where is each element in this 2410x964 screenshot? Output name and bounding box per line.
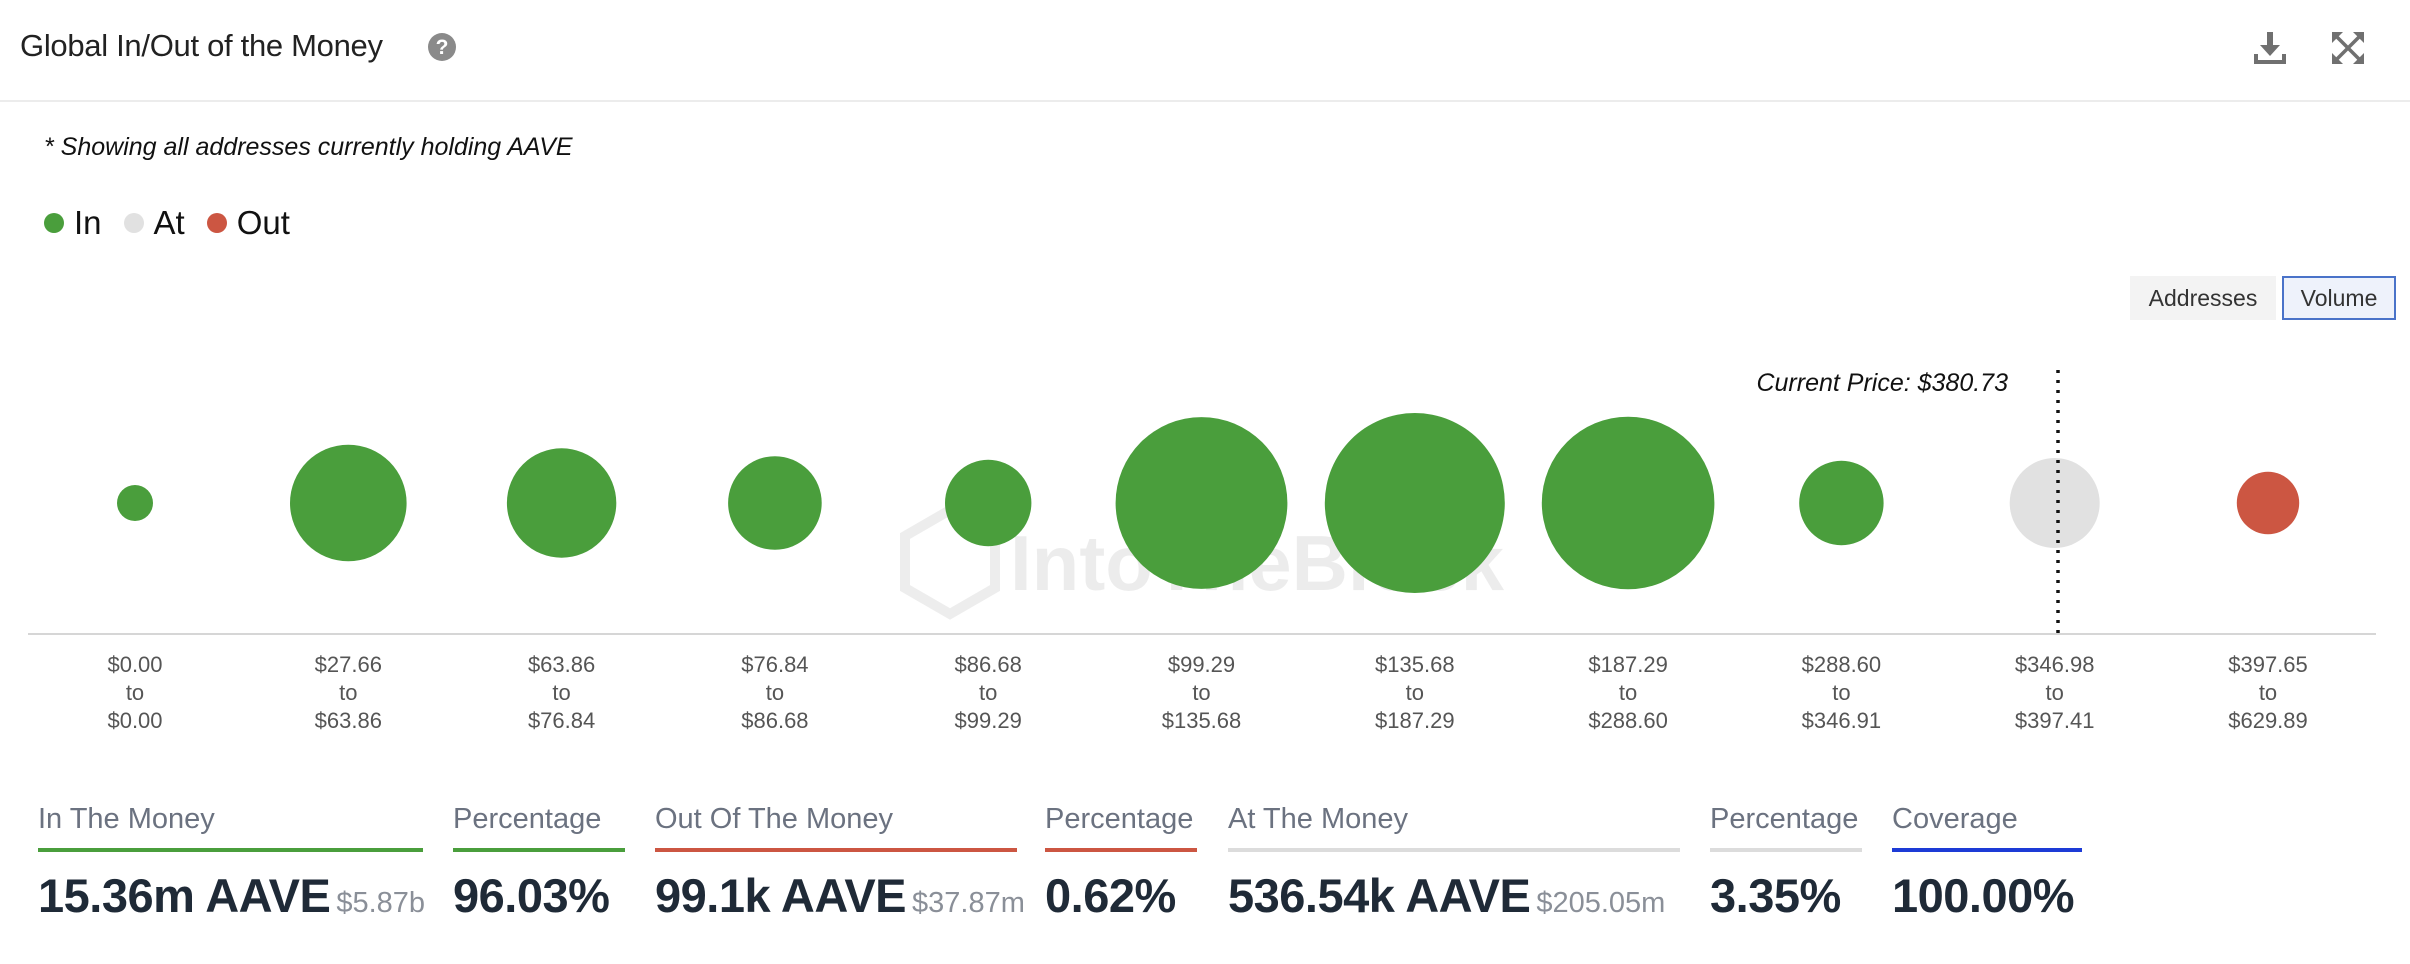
x-tick-label: $346.91 bbox=[1802, 708, 1882, 733]
x-tick-label: $288.60 bbox=[1802, 652, 1882, 677]
x-tick-label: to bbox=[2259, 680, 2277, 705]
legend-item-at[interactable]: At bbox=[123, 204, 185, 242]
x-tick-label: $0.00 bbox=[107, 652, 162, 677]
stat-value: 96.03% bbox=[453, 869, 610, 922]
x-tick-label: $187.29 bbox=[1588, 652, 1668, 677]
bubble-0 bbox=[117, 485, 153, 521]
legend-item-in[interactable]: In bbox=[44, 204, 102, 242]
legend: In At Out bbox=[44, 204, 312, 242]
stat-label: Percentage bbox=[1710, 803, 1859, 835]
chart-header: Global In/Out of the Money ? bbox=[0, 0, 2410, 102]
x-tick-label: $63.86 bbox=[528, 652, 595, 677]
stat-percentage: Percentage 3.35% bbox=[1710, 800, 1862, 923]
stat-underline bbox=[1228, 848, 1680, 852]
stat-underline bbox=[655, 848, 1017, 852]
stat-value: 0.62% bbox=[1045, 869, 1176, 922]
stat-usd-value: $205.05m bbox=[1536, 887, 1666, 919]
stat-label: In The Money bbox=[38, 803, 215, 835]
legend-label-at: At bbox=[153, 204, 185, 241]
x-tick-label: $397.65 bbox=[2228, 652, 2308, 677]
expand-icon[interactable] bbox=[2328, 28, 2368, 68]
x-tick-label: $135.68 bbox=[1162, 708, 1242, 733]
stat-coverage: Coverage 100.00% bbox=[1892, 800, 2082, 923]
stat-usd-value: $37.87m bbox=[912, 887, 1025, 919]
stat-underline bbox=[1710, 848, 1862, 852]
x-tick-label: $27.66 bbox=[315, 652, 382, 677]
x-tick-label: to bbox=[2046, 680, 2064, 705]
stat-label: Percentage bbox=[453, 803, 602, 835]
x-tick-label: $135.68 bbox=[1375, 652, 1455, 677]
stat-label: At The Money bbox=[1228, 803, 1409, 835]
x-tick-label: $86.68 bbox=[955, 652, 1022, 677]
x-tick-label: to bbox=[1832, 680, 1850, 705]
chart-title: Global In/Out of the Money bbox=[20, 28, 383, 63]
stat-underline bbox=[38, 848, 423, 852]
x-tick-label: $629.89 bbox=[2228, 708, 2308, 733]
current-price-label: Current Price: $380.73 bbox=[1756, 369, 2008, 397]
bubble-1 bbox=[290, 444, 407, 562]
stat-percentage: Percentage 0.62% bbox=[1045, 800, 1197, 923]
stat-usd-value: $5.87b bbox=[336, 887, 426, 919]
stat-in-the-money: In The Money 15.36m AAVE $5.87b bbox=[38, 800, 425, 923]
stat-underline bbox=[1892, 848, 2082, 852]
x-tick-label: $76.84 bbox=[528, 708, 595, 733]
bubble-9 bbox=[2009, 458, 2100, 548]
x-tick-label: $187.29 bbox=[1375, 708, 1455, 733]
x-tick-label: $86.68 bbox=[741, 708, 808, 733]
stat-value: 100.00% bbox=[1892, 869, 2075, 922]
x-tick-label: $397.41 bbox=[2015, 708, 2095, 733]
x-tick-label: $288.60 bbox=[1588, 708, 1668, 733]
bubble-3 bbox=[728, 456, 822, 550]
bubble-6 bbox=[1324, 413, 1505, 593]
legend-label-in: In bbox=[74, 204, 102, 241]
stat-at-the-money: At The Money 536.54k AAVE $205.05m bbox=[1228, 800, 1680, 923]
stat-value: 99.1k AAVE $37.87m bbox=[655, 869, 1025, 922]
bubble-5 bbox=[1115, 417, 1288, 589]
stat-label: Percentage bbox=[1045, 803, 1194, 835]
x-tick-label: $346.98 bbox=[2015, 652, 2095, 677]
bubble-2 bbox=[506, 448, 617, 558]
stat-value: 15.36m AAVE $5.87b bbox=[38, 869, 426, 922]
stat-label: Out Of The Money bbox=[655, 803, 894, 835]
stat-percentage: Percentage 96.03% bbox=[453, 800, 625, 923]
legend-dot-out bbox=[206, 213, 227, 233]
x-tick-label: to bbox=[1192, 680, 1210, 705]
x-tick-label: to bbox=[126, 680, 144, 705]
stat-underline bbox=[453, 848, 625, 852]
stat-out-of-the-money: Out Of The Money 99.1k AAVE $37.87m bbox=[655, 800, 1025, 923]
x-tick-label: to bbox=[766, 680, 784, 705]
x-tick-label: $63.86 bbox=[315, 708, 382, 733]
download-icon[interactable] bbox=[2250, 28, 2290, 68]
x-tick-label: $99.29 bbox=[955, 708, 1022, 733]
addresses-toggle-button[interactable]: Addresses bbox=[2130, 276, 2276, 320]
x-tick-label: $76.84 bbox=[741, 652, 808, 677]
x-tick-label: $0.00 bbox=[107, 708, 162, 733]
stat-underline bbox=[1045, 848, 1197, 852]
bubble-10 bbox=[2236, 471, 2300, 535]
legend-label-out: Out bbox=[236, 204, 290, 241]
stat-value: 3.35% bbox=[1710, 869, 1841, 922]
x-tick-label: to bbox=[979, 680, 997, 705]
legend-dot-in bbox=[44, 213, 64, 233]
legend-dot-at bbox=[123, 213, 144, 233]
holding-note: * Showing all addresses currently holdin… bbox=[44, 133, 573, 161]
bubble-8 bbox=[1799, 460, 1884, 546]
volume-toggle-button[interactable]: Volume bbox=[2282, 276, 2396, 320]
bubble-4 bbox=[945, 459, 1032, 547]
x-tick-label: $99.29 bbox=[1168, 652, 1235, 677]
x-tick-label: to bbox=[1406, 680, 1424, 705]
bubble-chart: IntoTheBlock$0.00to$0.00$27.66to$63.86$6… bbox=[28, 369, 2376, 733]
x-tick-label: to bbox=[1619, 680, 1637, 705]
legend-item-out[interactable]: Out bbox=[206, 204, 290, 242]
x-tick-label: to bbox=[552, 680, 570, 705]
stat-value: 536.54k AAVE $205.05m bbox=[1228, 869, 1666, 922]
bubble-7 bbox=[1541, 416, 1715, 590]
stat-label: Coverage bbox=[1892, 803, 2018, 835]
help-icon[interactable]: ? bbox=[428, 33, 456, 61]
x-tick-label: to bbox=[339, 680, 357, 705]
